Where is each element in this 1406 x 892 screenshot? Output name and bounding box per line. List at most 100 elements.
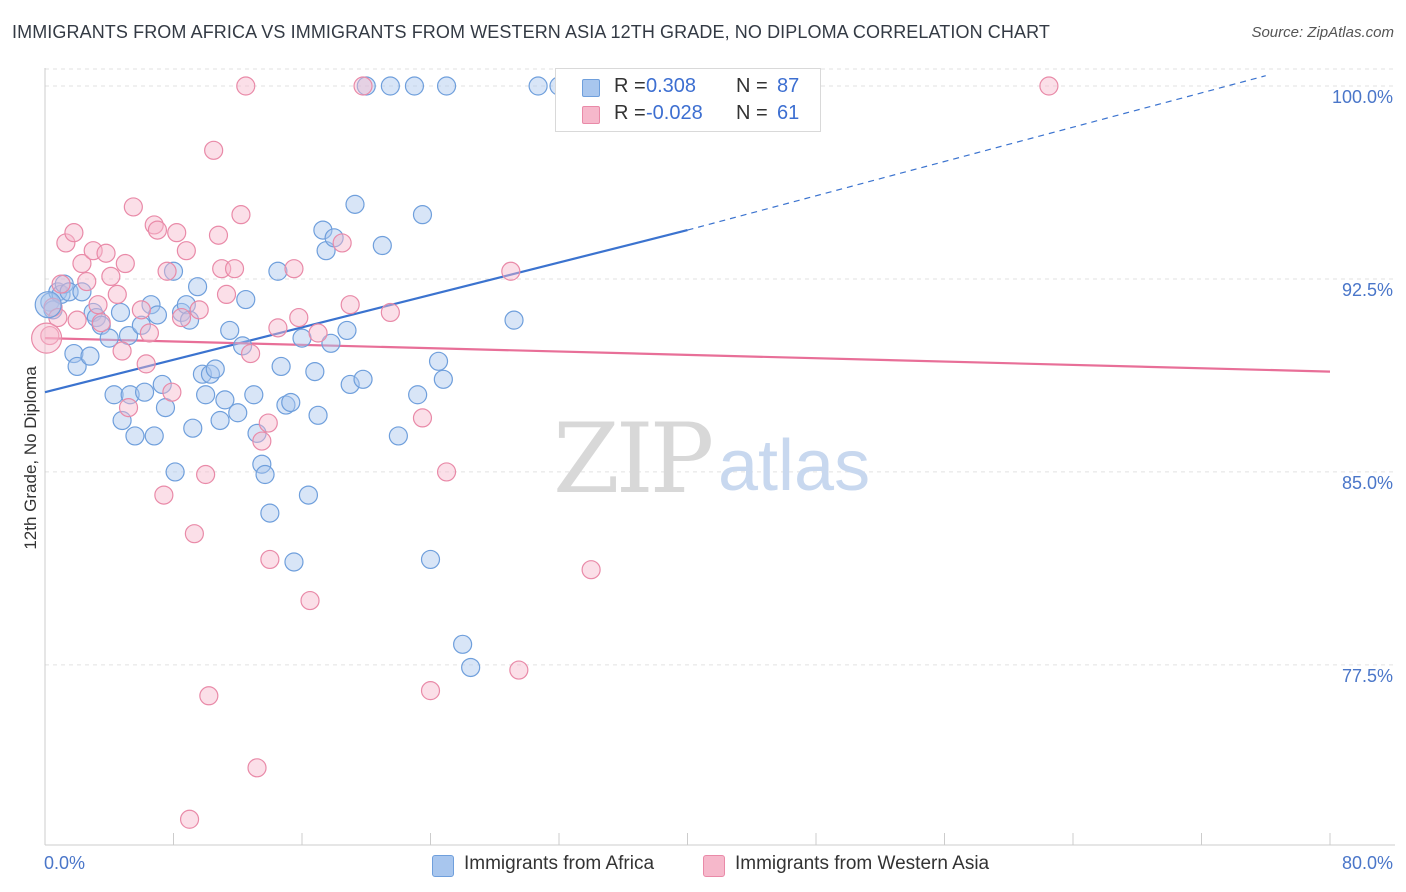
point-wasia: [224, 259, 245, 279]
point-africa: [152, 374, 172, 395]
point-africa: [372, 235, 392, 256]
point-wasia: [51, 274, 71, 294]
point-africa: [72, 282, 92, 302]
point-wasia: [340, 295, 360, 315]
tick-labels: 77.5% 85.0% 92.5% 100.0% 0.0% 80.0%: [44, 87, 1393, 873]
point-africa: [292, 328, 312, 348]
point-africa: [99, 328, 119, 348]
point-africa: [210, 410, 230, 431]
point-wasia: [179, 809, 200, 829]
point-wasia: [268, 318, 288, 338]
point-wasia: [157, 261, 177, 281]
point-wasia: [91, 313, 111, 333]
point-wasia: [112, 341, 132, 361]
point-wasia: [67, 310, 87, 330]
point-wasia: [115, 253, 135, 274]
point-wasia: [184, 524, 204, 544]
legend-n-value-africa: 87: [777, 75, 800, 97]
point-africa: [134, 382, 155, 402]
point-africa: [321, 333, 341, 353]
point-africa: [337, 320, 357, 341]
point-wasia: [40, 325, 60, 346]
point-africa: [404, 76, 425, 96]
point-wasia: [289, 307, 309, 328]
point-wasia: [101, 266, 121, 287]
point-wasia: [118, 398, 139, 418]
point-africa: [340, 374, 360, 395]
point-wasia: [241, 343, 261, 364]
point-africa: [125, 426, 145, 446]
point-africa: [131, 315, 151, 335]
point-wasia: [308, 323, 328, 343]
point-africa: [183, 418, 203, 438]
point-africa: [215, 390, 235, 410]
point-africa: [260, 503, 280, 523]
legend-n-label: N =: [736, 102, 768, 124]
point-africa: [433, 369, 453, 389]
point-africa: [187, 277, 208, 297]
point-wasia: [208, 225, 229, 245]
point-wasia: [332, 233, 352, 253]
point-africa: [428, 351, 449, 371]
point-africa: [408, 385, 428, 405]
point-wasia: [252, 431, 272, 451]
point-wasia: [216, 284, 237, 305]
point-africa: [144, 426, 164, 446]
point-africa: [461, 657, 481, 678]
point-africa: [205, 359, 225, 379]
point-wasia: [139, 323, 160, 343]
point-wasia: [581, 560, 601, 580]
y-axis-label: 12th Grade, No Diploma: [21, 366, 40, 550]
y-tick-label: 85.0%: [1342, 473, 1393, 493]
point-africa: [388, 426, 408, 446]
point-wasia: [88, 295, 108, 315]
point-africa: [305, 361, 325, 382]
point-wasia-cluster: [31, 322, 63, 354]
point-africa: [236, 289, 256, 310]
point-africa: [420, 549, 441, 570]
point-wasia: [196, 464, 216, 485]
point-africa: [268, 261, 288, 281]
point-wasia: [162, 382, 182, 402]
point-africa: [412, 205, 433, 225]
point-africa: [436, 76, 457, 96]
point-africa: [232, 336, 253, 356]
point-wasia: [1039, 76, 1059, 96]
legend-swatch-africa: [582, 79, 600, 97]
point-wasia: [131, 300, 151, 320]
series-swatch-africa: [432, 855, 454, 877]
axes: [44, 68, 1395, 846]
point-africa: [228, 403, 248, 423]
correlation-legend: R = 0.308 N = 87 R = -0.028 N = 61: [555, 68, 821, 132]
point-wasia: [260, 549, 280, 570]
point-wasia: [199, 686, 219, 706]
point-africa: [298, 485, 319, 505]
point-wasia: [154, 485, 174, 505]
point-africa: [255, 464, 275, 485]
legend-r-label: R =: [614, 75, 646, 97]
point-africa: [313, 220, 333, 240]
point-africa: [271, 356, 291, 377]
legend-r-value-africa: 0.308: [646, 75, 697, 97]
point-africa: [353, 369, 373, 389]
y-tick-label: 77.5%: [1342, 666, 1393, 686]
point-wasia: [353, 76, 373, 96]
trend-line-wasia: [44, 337, 1331, 373]
point-wasia: [247, 758, 267, 778]
y-tick-label: 100.0%: [1332, 87, 1393, 107]
point-wasia: [436, 462, 457, 482]
point-wasia: [56, 233, 76, 253]
legend-r-label: R =: [614, 102, 646, 124]
point-wasia: [509, 660, 529, 680]
point-africa: [67, 356, 87, 377]
point-wasia: [380, 302, 400, 323]
legend-r-value-wasia: -0.028: [646, 102, 703, 124]
watermark-zip: ZIP: [553, 403, 712, 515]
point-africa: [80, 346, 100, 366]
legend-n-value-wasia: 61: [777, 102, 800, 124]
point-wasia: [236, 76, 256, 96]
point-wasia: [144, 215, 164, 235]
point-africa: [345, 194, 365, 214]
point-wasia: [204, 140, 224, 160]
